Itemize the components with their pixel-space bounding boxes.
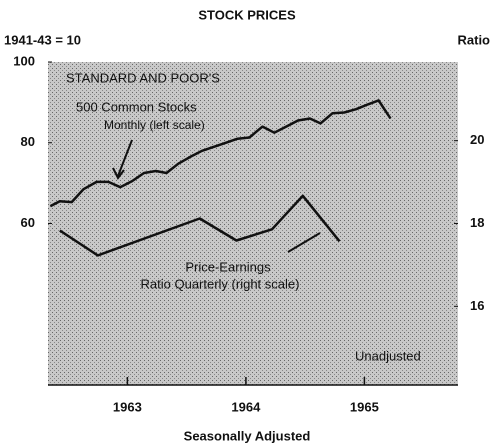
line-series — [59, 194, 341, 257]
x-tick-label: 1963 — [113, 399, 142, 414]
y2-tick-label: 16 — [470, 298, 484, 313]
annotation: Unadjusted — [355, 348, 421, 363]
x-tick-label: 1964 — [231, 399, 261, 414]
x-tick-label: 1965 — [350, 399, 379, 414]
y-axis-label: 1941-43 = 10 — [4, 32, 81, 47]
y2-tick-label: 20 — [470, 132, 484, 147]
annotation: STANDARD AND POOR'S — [66, 70, 220, 85]
annotation: Ratio Quarterly (right scale) — [141, 276, 300, 291]
y-tick-label: 60 — [21, 215, 35, 230]
y-tick-label: 80 — [21, 134, 35, 149]
annotation-arrow — [287, 232, 321, 253]
annotation: Monthly (left scale) — [104, 118, 205, 132]
y2-tick-label: 18 — [470, 215, 484, 230]
y2-axis-label: Ratio — [458, 32, 491, 47]
x-axis-label: Seasonally Adjusted — [184, 428, 311, 443]
annotation: Price-Earnings — [185, 259, 271, 274]
annotation: 500 Common Stocks — [76, 99, 197, 114]
chart-title: STOCK PRICES — [198, 7, 296, 22]
line-series — [49, 99, 392, 208]
annotation-arrow — [112, 139, 133, 180]
y-tick-label: 100 — [13, 53, 35, 68]
